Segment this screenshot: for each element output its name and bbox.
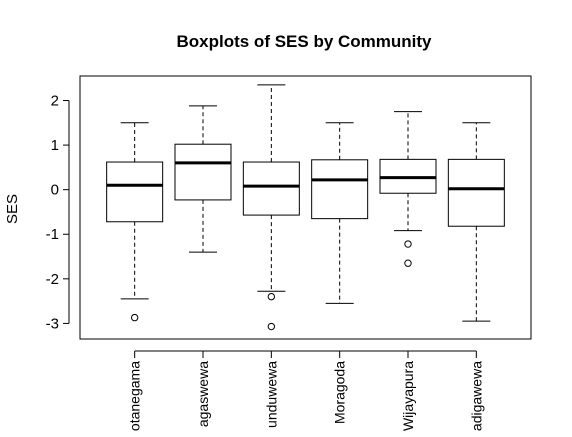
boxes-group xyxy=(107,85,505,330)
iqr-box xyxy=(448,159,504,226)
iqr-box xyxy=(175,144,231,200)
outlier-point xyxy=(131,314,137,320)
y-axis: -3 -2 -1 0 1 2 xyxy=(46,93,69,333)
box-4 xyxy=(380,112,436,267)
outlier-point xyxy=(268,293,274,299)
box-0 xyxy=(107,123,163,321)
x-axis: otanegama agaswewa unduwewa Moragoda Wijayap… xyxy=(127,351,485,431)
outlier-point xyxy=(405,241,411,247)
y-axis-label: SES xyxy=(4,194,21,224)
y-tick-label: -3 xyxy=(46,315,59,332)
y-tick-label: 1 xyxy=(51,137,59,154)
x-tick-label: Moragoda xyxy=(332,361,348,424)
outlier-point xyxy=(268,323,274,329)
box-5 xyxy=(448,123,504,321)
y-tick-label: -1 xyxy=(46,226,59,243)
y-tick-label: 0 xyxy=(51,182,59,199)
iqr-box xyxy=(107,162,163,222)
y-tick-label: 2 xyxy=(51,93,59,110)
x-tick-label: unduwewa xyxy=(263,361,279,428)
x-tick-label: otanegama xyxy=(127,361,143,431)
box-3 xyxy=(312,123,368,304)
outlier-point xyxy=(405,260,411,266)
x-tick-label: Wijayapura xyxy=(400,361,416,431)
box-2 xyxy=(243,85,299,330)
y-tick-label: -2 xyxy=(46,271,59,288)
chart-title: Boxplots of SES by Community xyxy=(176,32,432,51)
x-tick-label: agaswewa xyxy=(195,361,211,427)
iqr-box xyxy=(312,160,368,219)
x-tick-label: adigawewa xyxy=(468,361,484,431)
box-1 xyxy=(175,106,231,252)
iqr-box xyxy=(243,162,299,215)
